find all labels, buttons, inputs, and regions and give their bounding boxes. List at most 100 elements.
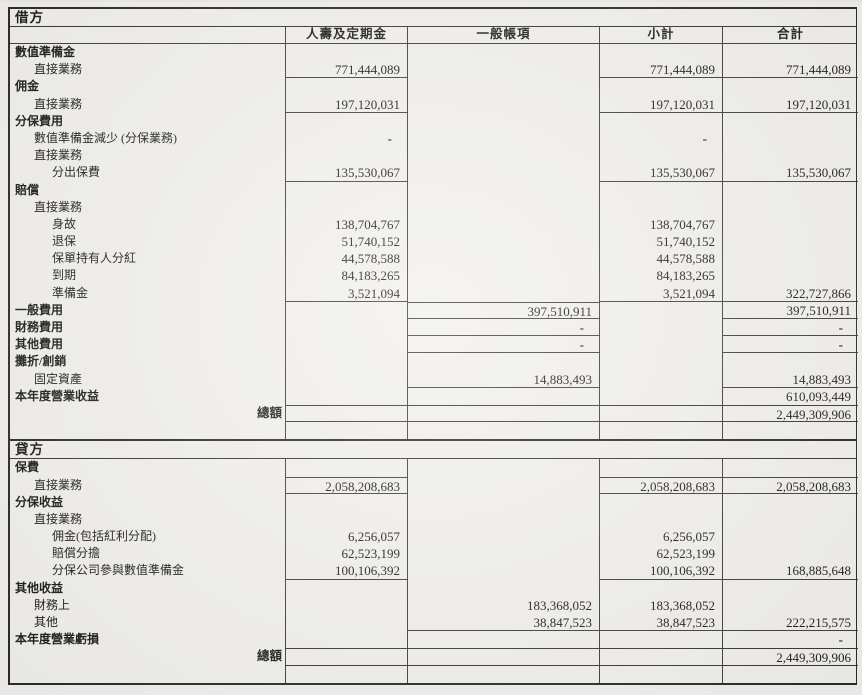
table-row: 總額 2,449,309,906 <box>10 404 858 423</box>
cell-total: 168,885,648 <box>722 562 858 580</box>
cell-life-annuity <box>285 336 407 354</box>
cell-total <box>722 528 858 546</box>
row-label: 固定資產 <box>34 371 83 386</box>
cell-total <box>722 112 858 130</box>
cell-total: 2,449,309,906 <box>722 648 858 666</box>
cell-subtotal <box>599 493 722 511</box>
row-label <box>10 666 285 683</box>
cell-general-account <box>407 147 599 165</box>
row-label: 身故 <box>52 216 77 231</box>
cell-total <box>722 579 858 597</box>
cell-general-account <box>407 112 599 130</box>
row-label: 其他費用 <box>15 337 64 352</box>
table-row: 分保收益 <box>10 493 856 511</box>
financial-statement-table: 借方 人壽及定期金 一般帳項 小計 合計 數值準備金 直接業務 771,444,08… <box>8 7 858 685</box>
cell-general-account: 397,510,911 <box>407 301 599 319</box>
table-row: 分保公司參與數值準備金 100,106,392 100,106,392 168,885… <box>10 562 858 580</box>
row-label: 準備金 <box>52 285 89 300</box>
table-row: 數值準備金 <box>10 44 856 62</box>
cell-life-annuity <box>285 596 407 614</box>
cell-general-account <box>407 579 599 597</box>
column-header-rowlabel <box>10 27 285 43</box>
cell-general-account <box>407 181 599 199</box>
cell-general-account <box>407 250 599 268</box>
cell-subtotal: 84,183,265 <box>599 267 722 285</box>
row-label: 總額 <box>256 649 282 664</box>
table-row: 其他 38,847,523 38,847,523 222,215,575 <box>10 614 858 632</box>
cell-general-account <box>407 528 599 546</box>
cell-total <box>722 596 858 614</box>
row-label: 本年度營業收益 <box>15 388 100 403</box>
credit-section-header: 貸方 <box>10 441 856 460</box>
cell-life-annuity: - <box>285 129 407 148</box>
cell-life-annuity: 197,120,031 <box>285 95 407 113</box>
cell-life-annuity: 3,521,094 <box>285 284 407 302</box>
cell-subtotal: 38,847,523 <box>599 614 722 632</box>
spacer-row <box>10 422 858 440</box>
column-header-subtotal: 小計 <box>599 27 722 43</box>
cell-total <box>722 422 858 440</box>
cell-general-account <box>407 665 599 683</box>
row-label: 數值準備金減少 (分保業務) <box>34 130 177 145</box>
cell-subtotal: 197,120,031 <box>599 95 722 113</box>
cell-total: 322,727,866 <box>722 284 858 302</box>
credit-section: 貸方 保費 直接業務 2,058,208,683 2,058,208,683 2,058… <box>10 439 858 683</box>
row-label: 數值準備金 <box>15 45 76 59</box>
cell-subtotal <box>599 404 722 423</box>
table-row: 賠償 <box>10 181 856 199</box>
table-row: 賠償分擔 62,523,199 62,523,199 <box>10 545 856 563</box>
cell-life-annuity <box>285 665 407 683</box>
cell-subtotal: 2,058,208,683 <box>599 476 722 494</box>
row-label: 總額 <box>256 405 282 420</box>
cell-subtotal: 135,530,067 <box>599 164 722 182</box>
row-label: 直接業務 <box>34 477 83 492</box>
row-label: 佣金(包括紅利分配) <box>52 529 156 544</box>
cell-general-account <box>407 215 599 234</box>
row-label: 分保公司參與數值準備金 <box>52 563 185 578</box>
cell-life-annuity: 138,704,767 <box>285 215 407 234</box>
cell-life-annuity: 51,740,152 <box>285 233 407 251</box>
table-row: 分保費用 <box>10 112 858 130</box>
table-row: 直接業務 <box>10 147 858 165</box>
cell-subtotal: 51,740,152 <box>599 233 722 251</box>
cell-life-annuity: 2,058,208,683 <box>285 476 407 494</box>
table-row: 其他費用 - - <box>10 336 858 354</box>
row-label: 攤折/創銷 <box>15 354 67 369</box>
row-label: 分保費用 <box>15 113 64 128</box>
table-row: 準備金 3,521,094 3,521,094 322,727,866 <box>10 284 858 302</box>
cell-general-account <box>407 493 599 511</box>
cell-general-account: 183,368,052 <box>407 596 599 614</box>
cell-general-account <box>407 422 599 440</box>
cell-total: 2,449,309,906 <box>722 404 858 423</box>
cell-general-account <box>407 562 599 580</box>
cell-general-account <box>407 164 599 182</box>
table-row: 總額 2,449,309,906 <box>10 648 858 666</box>
cell-life-annuity <box>285 387 407 405</box>
table-row: 到期 84,183,265 84,183,265 <box>10 267 856 285</box>
cell-total: 2,058,208,683 <box>722 476 858 494</box>
cell-subtotal: 62,523,199 <box>599 545 722 563</box>
row-label: 佣金 <box>15 79 40 94</box>
table-row: 固定資產 14,883,493 14,883,493 <box>10 370 858 388</box>
cell-subtotal <box>599 181 722 199</box>
cell-general-account <box>407 129 599 148</box>
cell-life-annuity <box>285 319 407 337</box>
table-row: 直接業務 <box>10 198 856 216</box>
cell-life-annuity <box>285 510 407 529</box>
cell-general-account <box>407 267 599 285</box>
row-label: 本年度營業虧損 <box>15 632 100 647</box>
row-label: 財務上 <box>34 597 71 612</box>
cell-life-annuity <box>285 181 407 199</box>
cell-general-account <box>407 631 599 649</box>
cell-life-annuity <box>285 493 407 511</box>
cell-life-annuity: 100,106,392 <box>285 562 407 580</box>
row-label: 退保 <box>52 234 77 249</box>
row-label: 其他收益 <box>15 580 64 595</box>
cell-general-account <box>407 404 599 423</box>
table-row: 分出保費 135,530,067 135,530,067 135,530,067 <box>10 164 858 182</box>
cell-total: - <box>722 319 858 337</box>
cell-total <box>722 147 858 165</box>
cell-subtotal <box>599 459 722 477</box>
cell-subtotal <box>599 631 722 649</box>
cell-life-annuity: 84,183,265 <box>285 267 407 285</box>
